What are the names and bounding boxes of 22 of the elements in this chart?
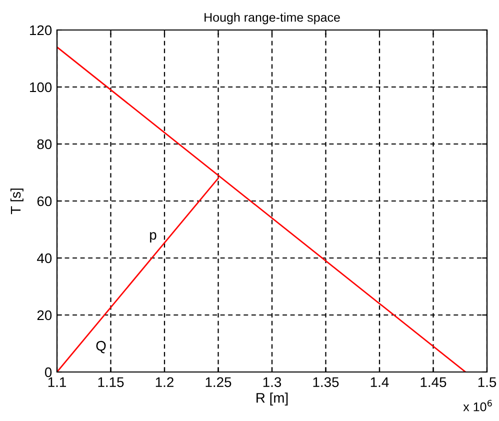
y-tick-label: 20 bbox=[37, 310, 52, 320]
x-axis-title: R [m] bbox=[256, 392, 288, 406]
x-tick-label: 1.25 bbox=[206, 377, 232, 388]
x-tick-label: 1.15 bbox=[98, 377, 124, 388]
x-tick-label: 1.3 bbox=[263, 377, 282, 388]
chart-title: Hough range-time space bbox=[204, 12, 340, 24]
x-tick-label: 1.2 bbox=[156, 377, 174, 387]
y-tick-label: 0 bbox=[44, 367, 52, 378]
y-axis-title: T [s] bbox=[10, 188, 24, 214]
annotation: p bbox=[150, 232, 156, 242]
annotation: Q bbox=[96, 340, 106, 354]
x-tick-label: 1.5 bbox=[478, 377, 496, 388]
x-tick-label: 1.4 bbox=[370, 377, 389, 387]
x-tick-label: 1.35 bbox=[313, 377, 339, 388]
y-tick-label: 40 bbox=[37, 253, 52, 264]
y-tick-label: 80 bbox=[37, 139, 52, 150]
y-tick-label: 120 bbox=[30, 25, 52, 36]
x-tick-label: 1.45 bbox=[420, 377, 446, 388]
y-tick-label: 100 bbox=[30, 82, 52, 92]
x-tick-label: 1.1 bbox=[48, 377, 66, 387]
text: x 10$^{6}$ bbox=[463, 400, 492, 412]
y-tick-label: 60 bbox=[37, 196, 52, 206]
